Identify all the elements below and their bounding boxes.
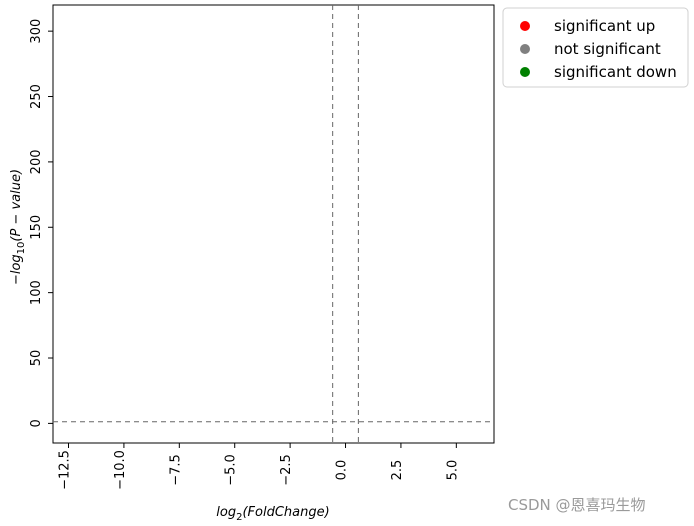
y-tick-label: 100: [29, 280, 44, 305]
legend-box: [502, 7, 689, 88]
x-tick-label: 0.0: [335, 460, 350, 481]
y-axis-label-subscript: 10: [16, 242, 27, 255]
axes-frame: [52, 4, 495, 444]
x-axis-label-subscript: 2: [236, 512, 242, 522]
x-axis-label: log2(FoldChange): [216, 505, 329, 522]
x-axis-label-base: log: [216, 505, 236, 520]
y-axis-label-rest: (P − value): [9, 169, 24, 242]
y-tick-label: 300: [29, 19, 44, 44]
watermark-text: CSDN @恩喜玛生物: [508, 496, 646, 514]
y-tick-label: 150: [29, 215, 44, 240]
legend-label-significant-up: significant up: [554, 17, 655, 35]
y-tick-label: 0: [29, 419, 44, 427]
x-tick-label: −2.5: [279, 454, 294, 486]
legend-marker-significant-up: [520, 21, 530, 31]
legend-label-not-significant: not significant: [554, 40, 661, 58]
y-axis-label-base: −log: [9, 254, 24, 285]
y-axis-label: −log10(P − value): [9, 169, 27, 285]
x-tick-label: −5.0: [224, 454, 239, 486]
axes: −12.5 −10.0 −7.5 −5.0 −2.5 0.0 2.5 5.0 0 50 100 150…: [9, 4, 495, 523]
y-tick-label: 200: [29, 149, 44, 174]
legend-marker-not-significant: [520, 44, 530, 54]
x-tick-label: −10.0: [113, 450, 128, 490]
y-tick-label: 250: [29, 84, 44, 109]
x-tick-label: 5.0: [445, 460, 460, 481]
x-tick-label: −12.5: [58, 450, 73, 490]
x-tick-label: −7.5: [168, 454, 183, 486]
legend: significant up not significant significant…: [502, 7, 689, 88]
legend-marker-significant-down: [520, 67, 530, 77]
x-axis-label-rest: (FoldChange): [242, 505, 329, 520]
x-tick-label: 2.5: [390, 460, 405, 481]
y-tick-label: 50: [29, 350, 44, 367]
legend-label-significant-down: significant down: [554, 63, 677, 81]
